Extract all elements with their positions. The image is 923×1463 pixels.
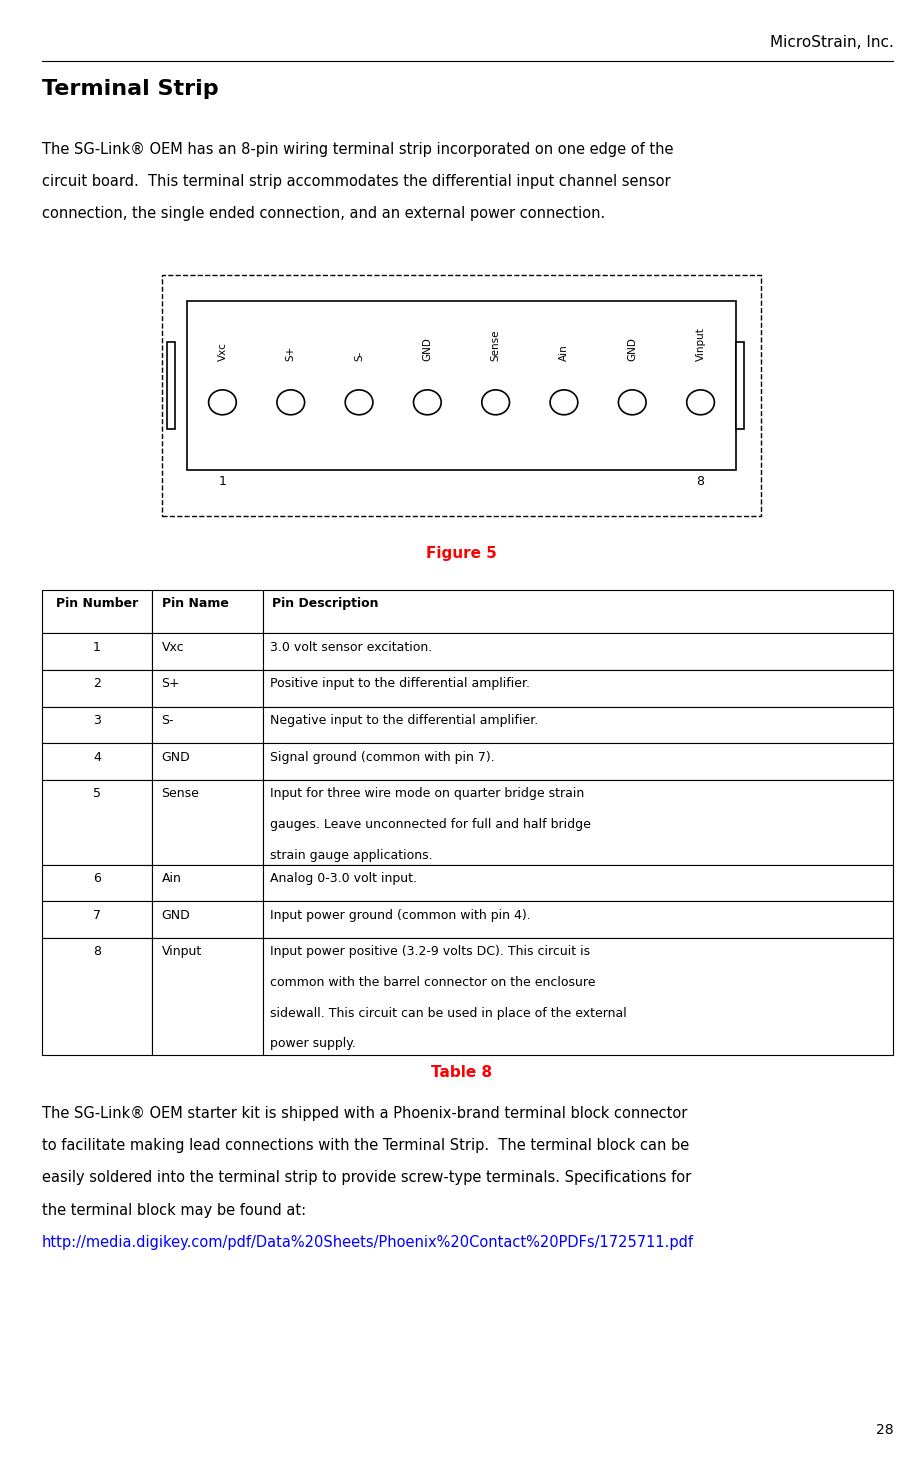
Text: Vxc: Vxc (162, 641, 185, 654)
Text: Input for three wire mode on quarter bridge strain: Input for three wire mode on quarter bri… (270, 787, 584, 800)
Ellipse shape (618, 389, 646, 415)
Bar (152, 865, 263, 901)
Bar (263, 743, 893, 780)
Ellipse shape (482, 389, 509, 415)
Text: Figure 5: Figure 5 (426, 546, 497, 560)
Text: Ain: Ain (559, 345, 569, 361)
Text: Pin Number: Pin Number (55, 597, 138, 610)
Ellipse shape (277, 389, 305, 415)
Text: 8: 8 (697, 475, 704, 489)
Text: Input power ground (common with pin 4).: Input power ground (common with pin 4). (270, 909, 531, 922)
Bar (263, 938, 893, 1055)
Text: 3: 3 (93, 714, 101, 727)
Bar (42, 901, 152, 938)
Text: 5: 5 (93, 787, 101, 800)
Text: connection, the single ended connection, and an external power connection.: connection, the single ended connection,… (42, 206, 605, 221)
Text: Sense: Sense (491, 329, 500, 361)
Text: strain gauge applications.: strain gauge applications. (270, 849, 433, 862)
Text: S+: S+ (286, 347, 295, 361)
Text: Input power positive (3.2-9 volts DC). This circuit is: Input power positive (3.2-9 volts DC). T… (270, 945, 591, 958)
Text: to facilitate making lead connections with the Terminal Strip.  The terminal blo: to facilitate making lead connections wi… (42, 1138, 689, 1153)
Bar (263, 780, 893, 865)
Text: circuit board.  This terminal strip accommodates the differential input channel : circuit board. This terminal strip accom… (42, 174, 670, 189)
Text: Negative input to the differential amplifier.: Negative input to the differential ampli… (270, 714, 539, 727)
Text: Pin Description: Pin Description (272, 597, 378, 610)
Bar (152, 670, 263, 707)
Text: GND: GND (162, 751, 190, 764)
Bar (42, 707, 152, 743)
Bar (42, 780, 152, 865)
Ellipse shape (550, 389, 578, 415)
Text: common with the barrel connector on the enclosure: common with the barrel connector on the … (270, 976, 596, 989)
Text: 1: 1 (93, 641, 101, 654)
Text: Analog 0-3.0 volt input.: Analog 0-3.0 volt input. (270, 872, 417, 885)
Text: Table 8: Table 8 (431, 1065, 492, 1080)
Bar (42, 743, 152, 780)
Text: The SG-Link® OEM has an 8-pin wiring terminal strip incorporated on one edge of : The SG-Link® OEM has an 8-pin wiring ter… (42, 142, 673, 157)
Bar (152, 707, 263, 743)
Text: Ain: Ain (162, 872, 182, 885)
Text: 6: 6 (93, 872, 101, 885)
Text: 2: 2 (93, 677, 101, 691)
Text: http://media.digikey.com/pdf/Data%20Sheets/Phoenix%20Contact%20PDFs/1725711.pdf: http://media.digikey.com/pdf/Data%20Shee… (42, 1235, 693, 1249)
Text: Signal ground (common with pin 7).: Signal ground (common with pin 7). (270, 751, 495, 764)
Bar (42, 590, 152, 633)
Text: S+: S+ (162, 677, 180, 691)
Bar (162, 275, 761, 516)
Text: easily soldered into the terminal strip to provide screw-type terminals. Specifi: easily soldered into the terminal strip … (42, 1170, 690, 1185)
Text: GND: GND (628, 338, 637, 361)
Ellipse shape (209, 389, 236, 415)
Text: Sense: Sense (162, 787, 199, 800)
Text: S-: S- (354, 351, 364, 361)
Bar (152, 780, 263, 865)
Text: gauges. Leave unconnected for full and half bridge: gauges. Leave unconnected for full and h… (270, 818, 592, 831)
Text: 8: 8 (93, 945, 101, 958)
Text: sidewall. This circuit can be used in place of the external: sidewall. This circuit can be used in pl… (270, 1007, 627, 1020)
Bar (263, 633, 893, 670)
Bar (152, 590, 263, 633)
Text: 3.0 volt sensor excitation.: 3.0 volt sensor excitation. (270, 641, 433, 654)
Text: Positive input to the differential amplifier.: Positive input to the differential ampli… (270, 677, 531, 691)
Text: Vinput: Vinput (696, 328, 705, 361)
Text: power supply.: power supply. (270, 1037, 356, 1050)
Text: 1: 1 (219, 475, 226, 489)
Bar (263, 901, 893, 938)
Ellipse shape (345, 389, 373, 415)
Bar (152, 901, 263, 938)
Text: GND: GND (162, 909, 190, 922)
Text: The SG-Link® OEM starter kit is shipped with a Phoenix-brand terminal block conn: The SG-Link® OEM starter kit is shipped … (42, 1106, 687, 1121)
Text: GND: GND (423, 338, 432, 361)
Bar (152, 743, 263, 780)
Bar (263, 590, 893, 633)
Bar (42, 865, 152, 901)
Text: 7: 7 (93, 909, 101, 922)
Text: Vxc: Vxc (218, 342, 227, 361)
Bar (42, 938, 152, 1055)
Bar (263, 865, 893, 901)
Bar (263, 670, 893, 707)
Bar (736, 342, 744, 429)
Bar (42, 670, 152, 707)
Text: the terminal block may be found at:: the terminal block may be found at: (42, 1203, 306, 1217)
Text: 4: 4 (93, 751, 101, 764)
Bar (187, 301, 736, 470)
Bar (167, 342, 175, 429)
Text: Terminal Strip: Terminal Strip (42, 79, 218, 99)
Text: Vinput: Vinput (162, 945, 202, 958)
Bar (263, 707, 893, 743)
Bar (152, 633, 263, 670)
Text: 28: 28 (876, 1422, 893, 1437)
Ellipse shape (687, 389, 714, 415)
Text: Pin Name: Pin Name (162, 597, 228, 610)
Text: MicroStrain, Inc.: MicroStrain, Inc. (770, 35, 893, 50)
Bar (152, 938, 263, 1055)
Ellipse shape (414, 389, 441, 415)
Bar (42, 633, 152, 670)
Text: S-: S- (162, 714, 174, 727)
